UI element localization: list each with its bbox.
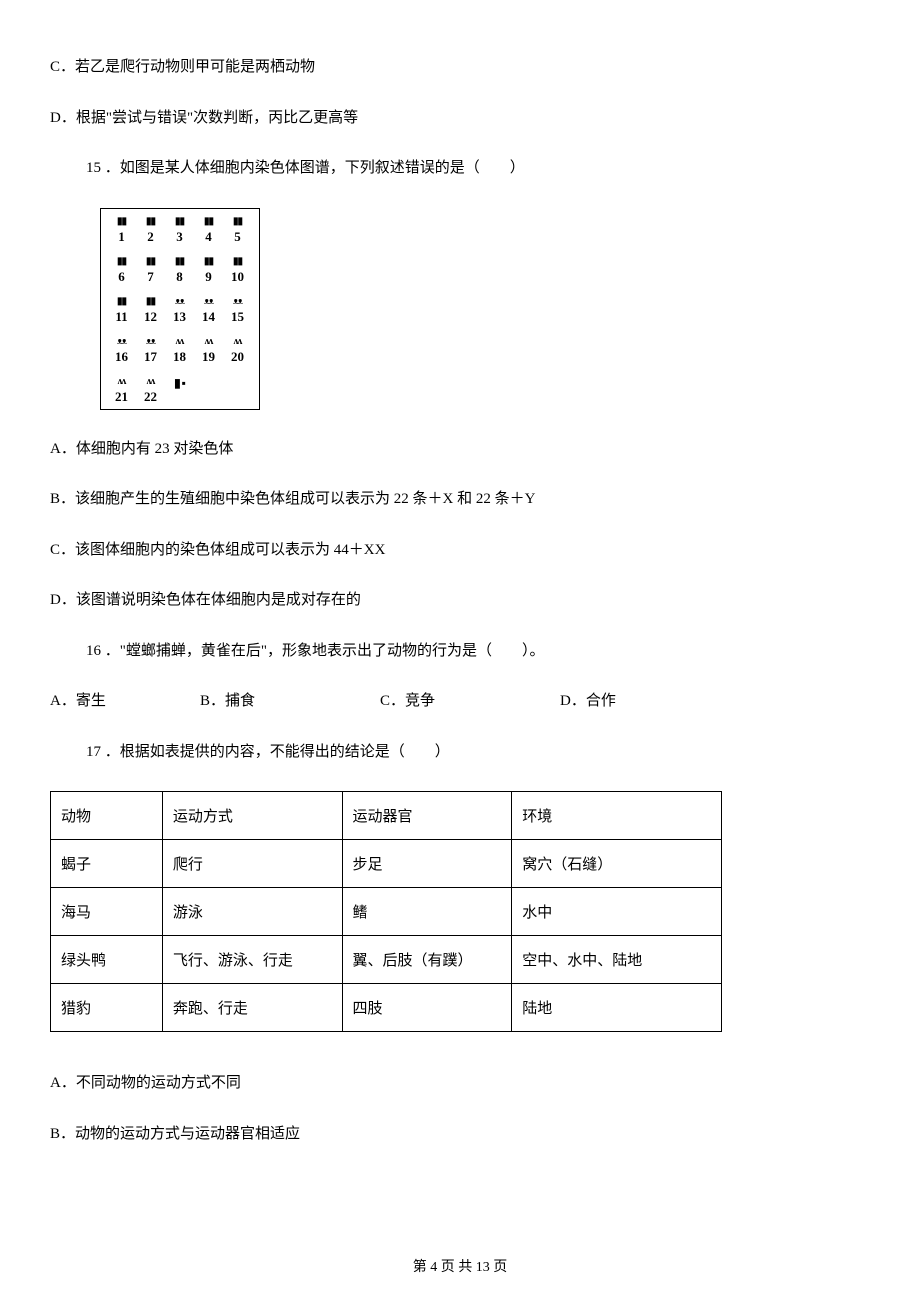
chrom-num: 17 bbox=[144, 350, 157, 363]
q16-options: A．寄生 B．捕食 C．竞争 D．合作 bbox=[50, 690, 870, 713]
q15-option-d: D．该图谱说明染色体在体细胞内是成对存在的 bbox=[50, 589, 870, 612]
chrom-num: 4 bbox=[205, 230, 212, 243]
q17-option-b: B．动物的运动方式与运动器官相适应 bbox=[50, 1123, 870, 1146]
chrom-num: 18 bbox=[173, 350, 186, 363]
chrom-num: 9 bbox=[205, 270, 212, 283]
karyotype-row: ᴧᴧ21 ᴧᴧ22 ▮ ▪ bbox=[107, 377, 253, 403]
karyotype-figure: ▮▮1 ▮▮2 ▮▮3 ▮▮4 ▮▮5 ▮▮6 ▮▮7 ▮▮8 ▮▮9 ▮▮10… bbox=[100, 208, 260, 410]
q15-option-a: A．体细胞内有 23 对染色体 bbox=[50, 438, 870, 461]
karyotype-row: ▮▮6 ▮▮7 ▮▮8 ▮▮9 ▮▮10 bbox=[107, 257, 253, 283]
q16-option-a: A．寄生 bbox=[50, 690, 200, 713]
table-cell: 运动器官 bbox=[342, 792, 512, 840]
karyotype-row: ᴥᴥ16 ᴥᴥ17 ᴧᴧ18 ᴧᴧ19 ᴧᴧ20 bbox=[107, 337, 253, 363]
q16-option-d: D．合作 bbox=[560, 690, 616, 713]
q16-stem: 16 ．"螳螂捕蝉，黄雀在后"，形象地表示出了动物的行为是（ ）。 bbox=[50, 640, 870, 663]
chrom-num: 7 bbox=[147, 270, 154, 283]
q16-option-b: B．捕食 bbox=[200, 690, 380, 713]
page-footer: 第 4 页 共 13 页 bbox=[50, 1256, 870, 1276]
table-cell: 海马 bbox=[51, 888, 163, 936]
chrom-num: 20 bbox=[231, 350, 244, 363]
table-cell: 窝穴（石缝） bbox=[512, 840, 722, 888]
chrom-num: 5 bbox=[234, 230, 241, 243]
table-cell: 游泳 bbox=[162, 888, 342, 936]
table-cell: 步足 bbox=[342, 840, 512, 888]
table-cell: 运动方式 bbox=[162, 792, 342, 840]
chrom-num: 22 bbox=[144, 390, 157, 403]
chrom-num: 3 bbox=[176, 230, 183, 243]
chrom-num: 14 bbox=[202, 310, 215, 323]
q15-stem: 15 ．如图是某人体细胞内染色体图谱，下列叙述错误的是（ ） bbox=[50, 157, 870, 180]
q17-stem: 17 ．根据如表提供的内容，不能得出的结论是（ ） bbox=[50, 741, 870, 764]
table-cell: 猎豹 bbox=[51, 984, 163, 1032]
chrom-num: 8 bbox=[176, 270, 183, 283]
table-cell: 蝎子 bbox=[51, 840, 163, 888]
table-cell: 环境 bbox=[512, 792, 722, 840]
chrom-num: 16 bbox=[115, 350, 128, 363]
table-row: 动物 运动方式 运动器官 环境 bbox=[51, 792, 722, 840]
chrom-num: 15 bbox=[231, 310, 244, 323]
chrom-num: 11 bbox=[115, 310, 127, 323]
table-cell: 爬行 bbox=[162, 840, 342, 888]
sex-chrom: ▮ ▪ bbox=[174, 377, 185, 389]
q14-option-c: C．若乙是爬行动物则甲可能是两栖动物 bbox=[50, 56, 870, 79]
q17-table: 动物 运动方式 运动器官 环境 蝎子 爬行 步足 窝穴（石缝） 海马 游泳 鳍 … bbox=[50, 791, 722, 1032]
table-row: 蝎子 爬行 步足 窝穴（石缝） bbox=[51, 840, 722, 888]
table-cell: 陆地 bbox=[512, 984, 722, 1032]
chrom-num: 12 bbox=[144, 310, 157, 323]
table-row: 海马 游泳 鳍 水中 bbox=[51, 888, 722, 936]
table-cell: 动物 bbox=[51, 792, 163, 840]
table-cell: 水中 bbox=[512, 888, 722, 936]
table-row: 绿头鸭 飞行、游泳、行走 翼、后肢（有蹼） 空中、水中、陆地 bbox=[51, 936, 722, 984]
chrom-num: 1 bbox=[118, 230, 125, 243]
chrom-num: 21 bbox=[115, 390, 128, 403]
table-cell: 翼、后肢（有蹼） bbox=[342, 936, 512, 984]
q15-option-b: B．该细胞产生的生殖细胞中染色体组成可以表示为 22 条＋X 和 22 条＋Y bbox=[50, 488, 870, 511]
q14-option-d: D．根据"尝试与错误"次数判断，丙比乙更高等 bbox=[50, 107, 870, 130]
table-row: 猎豹 奔跑、行走 四肢 陆地 bbox=[51, 984, 722, 1032]
q15-option-c: C．该图体细胞内的染色体组成可以表示为 44＋XX bbox=[50, 539, 870, 562]
karyotype-row: ▮▮11 ▮▮12 ᴥᴥ13 ᴥᴥ14 ᴥᴥ15 bbox=[107, 297, 253, 323]
chrom-num: 13 bbox=[173, 310, 186, 323]
karyotype-row: ▮▮1 ▮▮2 ▮▮3 ▮▮4 ▮▮5 bbox=[107, 217, 253, 243]
chrom-num: 10 bbox=[231, 270, 244, 283]
table-cell: 空中、水中、陆地 bbox=[512, 936, 722, 984]
table-cell: 四肢 bbox=[342, 984, 512, 1032]
chrom-num: 6 bbox=[118, 270, 125, 283]
table-cell: 鳍 bbox=[342, 888, 512, 936]
table-cell: 奔跑、行走 bbox=[162, 984, 342, 1032]
q17-option-a: A．不同动物的运动方式不同 bbox=[50, 1072, 870, 1095]
table-cell: 绿头鸭 bbox=[51, 936, 163, 984]
q16-option-c: C．竞争 bbox=[380, 690, 560, 713]
chrom-num: 2 bbox=[147, 230, 154, 243]
chrom-num: 19 bbox=[202, 350, 215, 363]
table-cell: 飞行、游泳、行走 bbox=[162, 936, 342, 984]
